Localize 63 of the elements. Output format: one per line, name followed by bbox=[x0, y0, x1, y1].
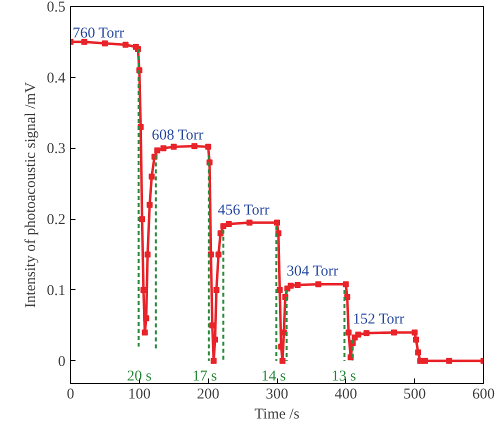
point bbox=[422, 358, 428, 364]
y-tick-label: 0.4 bbox=[46, 70, 66, 86]
point bbox=[210, 358, 217, 364]
annotation: 20 s bbox=[127, 368, 152, 384]
point bbox=[294, 282, 301, 288]
point bbox=[143, 315, 150, 322]
annotation: 760 Torr bbox=[72, 25, 124, 42]
point bbox=[346, 329, 352, 336]
point bbox=[226, 221, 232, 228]
point bbox=[315, 281, 322, 288]
annotation: 608 Torr bbox=[152, 127, 204, 144]
point bbox=[139, 216, 146, 222]
x-tick-label: 600 bbox=[472, 386, 495, 402]
point bbox=[142, 329, 148, 336]
point bbox=[170, 144, 177, 150]
point bbox=[205, 144, 212, 150]
point bbox=[446, 358, 452, 364]
point bbox=[218, 230, 224, 236]
point bbox=[215, 252, 222, 258]
point bbox=[342, 281, 349, 288]
point bbox=[276, 286, 283, 293]
point bbox=[246, 220, 252, 226]
annotation: 304 Torr bbox=[286, 264, 338, 280]
point bbox=[355, 332, 362, 338]
point bbox=[81, 38, 88, 45]
point bbox=[144, 252, 151, 258]
point bbox=[280, 358, 286, 364]
x-tick-label: 400 bbox=[334, 386, 358, 402]
annotation: 13 s bbox=[331, 368, 356, 384]
point bbox=[274, 220, 280, 226]
annotation: 14 s bbox=[261, 368, 286, 384]
annotation: 456 Torr bbox=[218, 202, 270, 219]
x-tick-label: 100 bbox=[128, 386, 151, 402]
point bbox=[288, 282, 294, 289]
point bbox=[102, 40, 108, 46]
point bbox=[154, 147, 160, 154]
x-axis-title: Time /s bbox=[254, 406, 300, 422]
y-tick-label: 0 bbox=[58, 354, 66, 370]
annotation: 152 Torr bbox=[352, 312, 404, 328]
y-tick-label: 0.5 bbox=[46, 0, 66, 16]
point bbox=[160, 145, 166, 152]
y-tick-label: 0.2 bbox=[46, 212, 66, 228]
point bbox=[413, 336, 420, 343]
x-tick-label: 500 bbox=[403, 386, 426, 402]
annotation: 17 s bbox=[192, 368, 218, 384]
y-tick-label: 0.1 bbox=[46, 282, 66, 299]
point bbox=[220, 223, 226, 230]
y-tick-label: 0.3 bbox=[46, 141, 66, 158]
point bbox=[213, 286, 220, 293]
point bbox=[278, 344, 284, 350]
x-tick-label: 200 bbox=[196, 386, 220, 402]
point bbox=[191, 143, 198, 150]
point bbox=[363, 330, 370, 336]
point bbox=[122, 42, 129, 48]
y-axis-title: Intensity of photoacoustic signal /mV bbox=[22, 82, 39, 308]
point bbox=[148, 174, 155, 180]
point bbox=[415, 349, 422, 356]
x-tick-label: 300 bbox=[266, 386, 288, 402]
point bbox=[391, 329, 398, 336]
point bbox=[140, 286, 146, 293]
point bbox=[146, 202, 153, 208]
point bbox=[412, 329, 418, 336]
line-series bbox=[70, 38, 484, 364]
